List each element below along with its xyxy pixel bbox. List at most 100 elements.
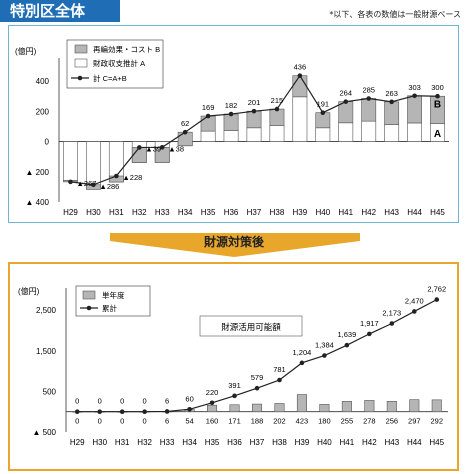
data-label: 303 [408,83,421,92]
total-point [159,144,165,150]
legend-swatch-b [74,44,88,54]
legend-label-cumulative: 累計 [102,303,117,313]
bar-value-label: 188 [251,417,264,426]
bar-annual [251,403,263,413]
y-tick-label: 500 [43,387,57,396]
x-tick-label: H40 [317,438,332,447]
bar-a [384,124,400,142]
cumulative-point [299,360,305,366]
x-tick-label: H41 [340,438,355,447]
cumulative-label: 1,639 [337,330,356,339]
bar-b [361,98,377,122]
bar-value-label: 292 [431,417,444,426]
bar-value-label: 0 [120,417,124,426]
x-tick-label: H39 [295,438,310,447]
cumulative-label: 220 [206,388,219,397]
total-point [251,108,257,114]
cumulative-label: 6 [165,396,169,405]
x-tick-label: H34 [182,438,197,447]
legend-label-a: 財政収支推計 A [93,58,145,68]
bar-value-label: 6 [165,417,169,426]
y-axis-label: (億円) [15,46,37,56]
total-point [68,179,73,185]
bar-a [292,96,308,142]
total-point [389,99,394,105]
cumulative-label: 0 [120,397,124,406]
bar-value-label: 278 [363,417,376,426]
bar-annual [296,394,307,413]
legend-swatch-a [74,58,88,68]
data-label: 264 [340,89,353,98]
legend-swatch-annual [82,290,96,300]
cumulative-point [119,409,125,415]
x-tick-label: H42 [362,438,377,447]
x-tick-label: H45 [429,438,444,447]
x-tick-label: H35 [201,208,216,217]
y-tick-label: 0 [45,138,50,147]
data-label: 62 [181,119,189,128]
cumulative-point [187,406,192,412]
total-point [205,113,211,119]
y-tick-label: ▲ 200 [26,168,50,177]
bar-a [246,127,262,142]
cumulative-point [254,385,260,391]
x-tick-label: H40 [315,208,330,217]
section-title: 特別区全体 [0,0,120,22]
bar-a [315,127,331,142]
bar-annual [431,399,442,413]
legend-marker-cumulative [86,305,92,311]
y-tick-label: 200 [36,107,50,116]
y-axis-label: (億円) [18,286,40,296]
chart-panel-after: (億円) 2,500 1,500 500 ▲ 500 0 H29 0 H30 0 H31 0 H32 6 H… [8,262,459,471]
bar-value-label: 0 [143,417,147,426]
transition-arrow: 財源対策後 [0,232,467,258]
x-tick-label: H29 [63,208,78,217]
data-label: ▲286 [99,182,119,191]
cumulative-point [232,393,237,399]
bar-b [269,108,285,126]
y-tick-label: ▲ 400 [26,198,50,207]
bar-a [407,122,423,142]
x-tick-label: H32 [132,208,147,217]
annotation-b: B [434,100,441,111]
annotation-box [199,315,303,337]
total-point [297,73,303,78]
basis-note: *以下、各表の数値は一般財源ベース [329,10,461,19]
x-tick-label: H43 [384,208,399,217]
cumulative-point [322,353,327,358]
bar-annual [341,401,352,413]
cumulative-label: 781 [273,365,286,374]
x-tick-label: H31 [109,208,124,217]
bar-annual [274,403,285,413]
x-tick-label: H36 [227,438,242,447]
cumulative-label: 579 [251,373,264,382]
total-point [91,182,96,188]
bar-annual [386,401,397,413]
bar-b [384,101,400,125]
x-tick-label: H34 [178,208,193,217]
cumulative-label: 1,204 [293,348,312,357]
bar-b [407,95,423,124]
x-tick-label: H41 [338,208,353,217]
x-tick-label: H29 [70,438,85,447]
data-label: 300 [431,83,444,92]
data-label: ▲267 [76,179,96,188]
total-point [320,110,326,115]
x-tick-label: H38 [272,438,287,447]
bar-annual [207,404,218,413]
cumulative-label: 0 [75,397,79,406]
data-label: ▲228 [122,173,142,182]
cumulative-point [97,409,103,415]
cumulative-point [411,309,417,314]
total-point [114,173,119,179]
cumulative-label: 60 [185,394,193,403]
cumulative-label: 391 [228,381,241,390]
x-tick-label: H37 [247,208,262,217]
bar-annual [409,399,420,413]
bar-b [338,101,354,124]
bar-value-label: 180 [318,417,331,426]
cumulative-point [164,409,170,414]
cumulative-point [434,297,440,302]
bar-b [223,113,239,131]
data-label: 285 [362,85,375,94]
